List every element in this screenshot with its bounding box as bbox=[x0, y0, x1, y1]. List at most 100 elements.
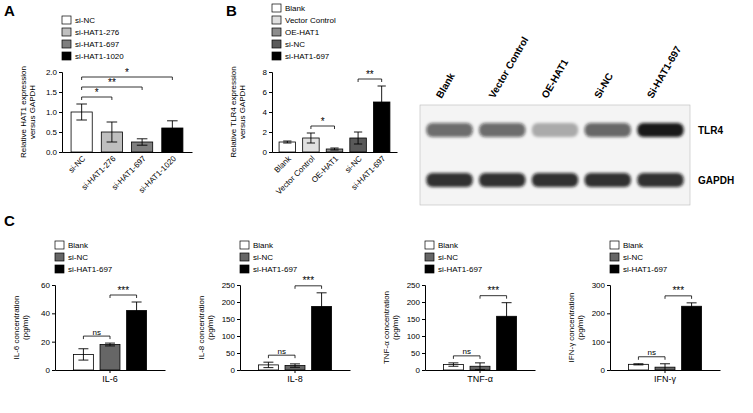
legend-label: Blank bbox=[438, 241, 459, 250]
significance-label: * bbox=[321, 116, 325, 127]
x-axis: BlankVector ControlOE-HAT1si-NCsi-HAT1-6… bbox=[272, 152, 397, 196]
x-tick-label: Blank bbox=[272, 153, 293, 174]
x-tick-label: si-HAT1-1020 bbox=[137, 154, 178, 195]
y-tick-mark bbox=[422, 319, 425, 320]
y-axis-line bbox=[237, 286, 241, 371]
y-tick-label: 0.0 bbox=[46, 148, 58, 157]
y-tick: 50 bbox=[411, 349, 425, 358]
y-tick-label: 1.0 bbox=[46, 108, 58, 117]
blot-band bbox=[585, 173, 631, 187]
legend-label: si-NC bbox=[68, 253, 88, 262]
x-tick: si-HAT1-1020 bbox=[137, 152, 178, 195]
y-tick: 0 bbox=[601, 366, 610, 375]
y-tick: 0 bbox=[46, 366, 55, 375]
y-tick-mark bbox=[607, 285, 610, 286]
legend-label: si-NC bbox=[75, 16, 95, 25]
legend-label: si-NC bbox=[253, 253, 273, 262]
row-label: TLR4 bbox=[698, 125, 723, 136]
y-tick-mark bbox=[269, 72, 272, 73]
error-bar bbox=[263, 362, 273, 367]
y-tick-mark bbox=[269, 152, 272, 153]
blot-band bbox=[637, 123, 683, 137]
x-axis: IFN-γ bbox=[611, 370, 721, 384]
y-tick-mark bbox=[237, 353, 240, 354]
y-tick-mark bbox=[269, 92, 272, 93]
y-tick-mark bbox=[607, 313, 610, 314]
y-tick-mark bbox=[52, 313, 55, 314]
row-label: GAPDH bbox=[698, 175, 734, 186]
legend-swatch bbox=[240, 253, 249, 261]
y-axis-line bbox=[422, 286, 426, 371]
y-axis-title: (pg/ml) bbox=[21, 315, 30, 340]
significance-label: *** bbox=[302, 275, 314, 286]
significance-label: ** bbox=[108, 77, 116, 88]
y-axis-line bbox=[52, 286, 56, 371]
y-tick: 8 bbox=[263, 68, 272, 77]
y-tick-mark bbox=[269, 132, 272, 133]
error-bar bbox=[660, 364, 670, 370]
y-tick-mark bbox=[269, 112, 272, 113]
legend-swatch bbox=[55, 253, 64, 261]
legend-swatch bbox=[272, 28, 281, 36]
y-tick-mark bbox=[52, 285, 55, 286]
legend-label: Blank bbox=[68, 241, 89, 250]
panel-label: A bbox=[4, 2, 15, 19]
x-tick-mark bbox=[110, 370, 111, 373]
x-axis: IL-6 bbox=[56, 370, 166, 384]
y-tick: 40 bbox=[41, 309, 55, 318]
y-axis-title: IFN-γ concentration bbox=[567, 293, 576, 363]
x-tick: Vector Control bbox=[274, 152, 316, 196]
lane-label: OE-HAT1 bbox=[539, 57, 570, 100]
bar bbox=[326, 149, 343, 152]
y-tick-mark bbox=[422, 302, 425, 303]
y-tick-mark bbox=[52, 342, 55, 343]
y-tick: 60 bbox=[41, 281, 55, 290]
x-tick: si-NC bbox=[67, 152, 88, 175]
y-tick: 0.0 bbox=[46, 148, 62, 157]
chart-panel: 050100150200250TNF-αTNF-α concentration(… bbox=[382, 241, 536, 384]
x-tick-label: si-HAT1-697 bbox=[350, 154, 388, 192]
y-tick-label: 100 bbox=[222, 332, 236, 341]
western-blot: BlankVector ControlOE-HAT1Si-NCSi-HAT1-6… bbox=[420, 35, 734, 205]
bar bbox=[279, 142, 296, 152]
y-tick: 2 bbox=[263, 128, 272, 137]
y-tick-label: 0 bbox=[416, 366, 421, 375]
y-tick-mark bbox=[422, 370, 425, 371]
legend-swatch bbox=[62, 16, 71, 24]
plot-marks bbox=[73, 302, 146, 370]
chart-panel: 0204060IL-6IL-6 concentration(pg/ml)Blan… bbox=[12, 241, 166, 384]
plot-marks bbox=[279, 86, 390, 152]
x-tick: Blank bbox=[272, 152, 293, 175]
y-axis-title: versus GAPDH bbox=[238, 85, 247, 139]
significance-label: *** bbox=[672, 285, 684, 296]
legend-label: si-HAT1-697 bbox=[253, 265, 298, 274]
y-tick-mark bbox=[59, 152, 62, 153]
blot-band bbox=[426, 173, 472, 187]
y-tick-label: 1.5 bbox=[46, 88, 58, 97]
legend-swatch bbox=[55, 265, 64, 273]
legend: Blanksi-NCsi-HAT1-697 bbox=[55, 241, 113, 274]
lane-label: Blank bbox=[434, 71, 457, 100]
x-axis: IL-8 bbox=[241, 370, 351, 384]
y-tick-label: 2 bbox=[263, 128, 268, 137]
y-tick: 0 bbox=[263, 148, 272, 157]
legend-swatch bbox=[62, 40, 71, 48]
significance-label: *** bbox=[487, 285, 499, 296]
legend: Blanksi-NCsi-HAT1-697 bbox=[240, 241, 298, 274]
bar bbox=[127, 311, 147, 371]
y-tick-mark bbox=[237, 370, 240, 371]
y-tick: 1.5 bbox=[46, 88, 62, 97]
x-tick-label: IL-8 bbox=[287, 374, 303, 384]
legend-swatch bbox=[610, 265, 619, 273]
legend-swatch bbox=[55, 241, 64, 249]
legend-swatch bbox=[240, 265, 249, 273]
x-axis-line bbox=[273, 152, 398, 153]
y-axis-line bbox=[269, 73, 273, 153]
lane-label: Vector Control bbox=[486, 35, 530, 100]
legend-swatch bbox=[272, 52, 281, 60]
bar bbox=[628, 364, 648, 370]
chart-panel: 0.00.51.01.52.0si-NCsi-HAT1-276si-HAT1-6… bbox=[19, 16, 193, 195]
significance-label: ** bbox=[366, 69, 374, 80]
x-tick-label: Vector Control bbox=[274, 154, 316, 196]
chart-panel: 02468BlankVector ControlOE-HAT1si-NCsi-H… bbox=[229, 4, 398, 196]
